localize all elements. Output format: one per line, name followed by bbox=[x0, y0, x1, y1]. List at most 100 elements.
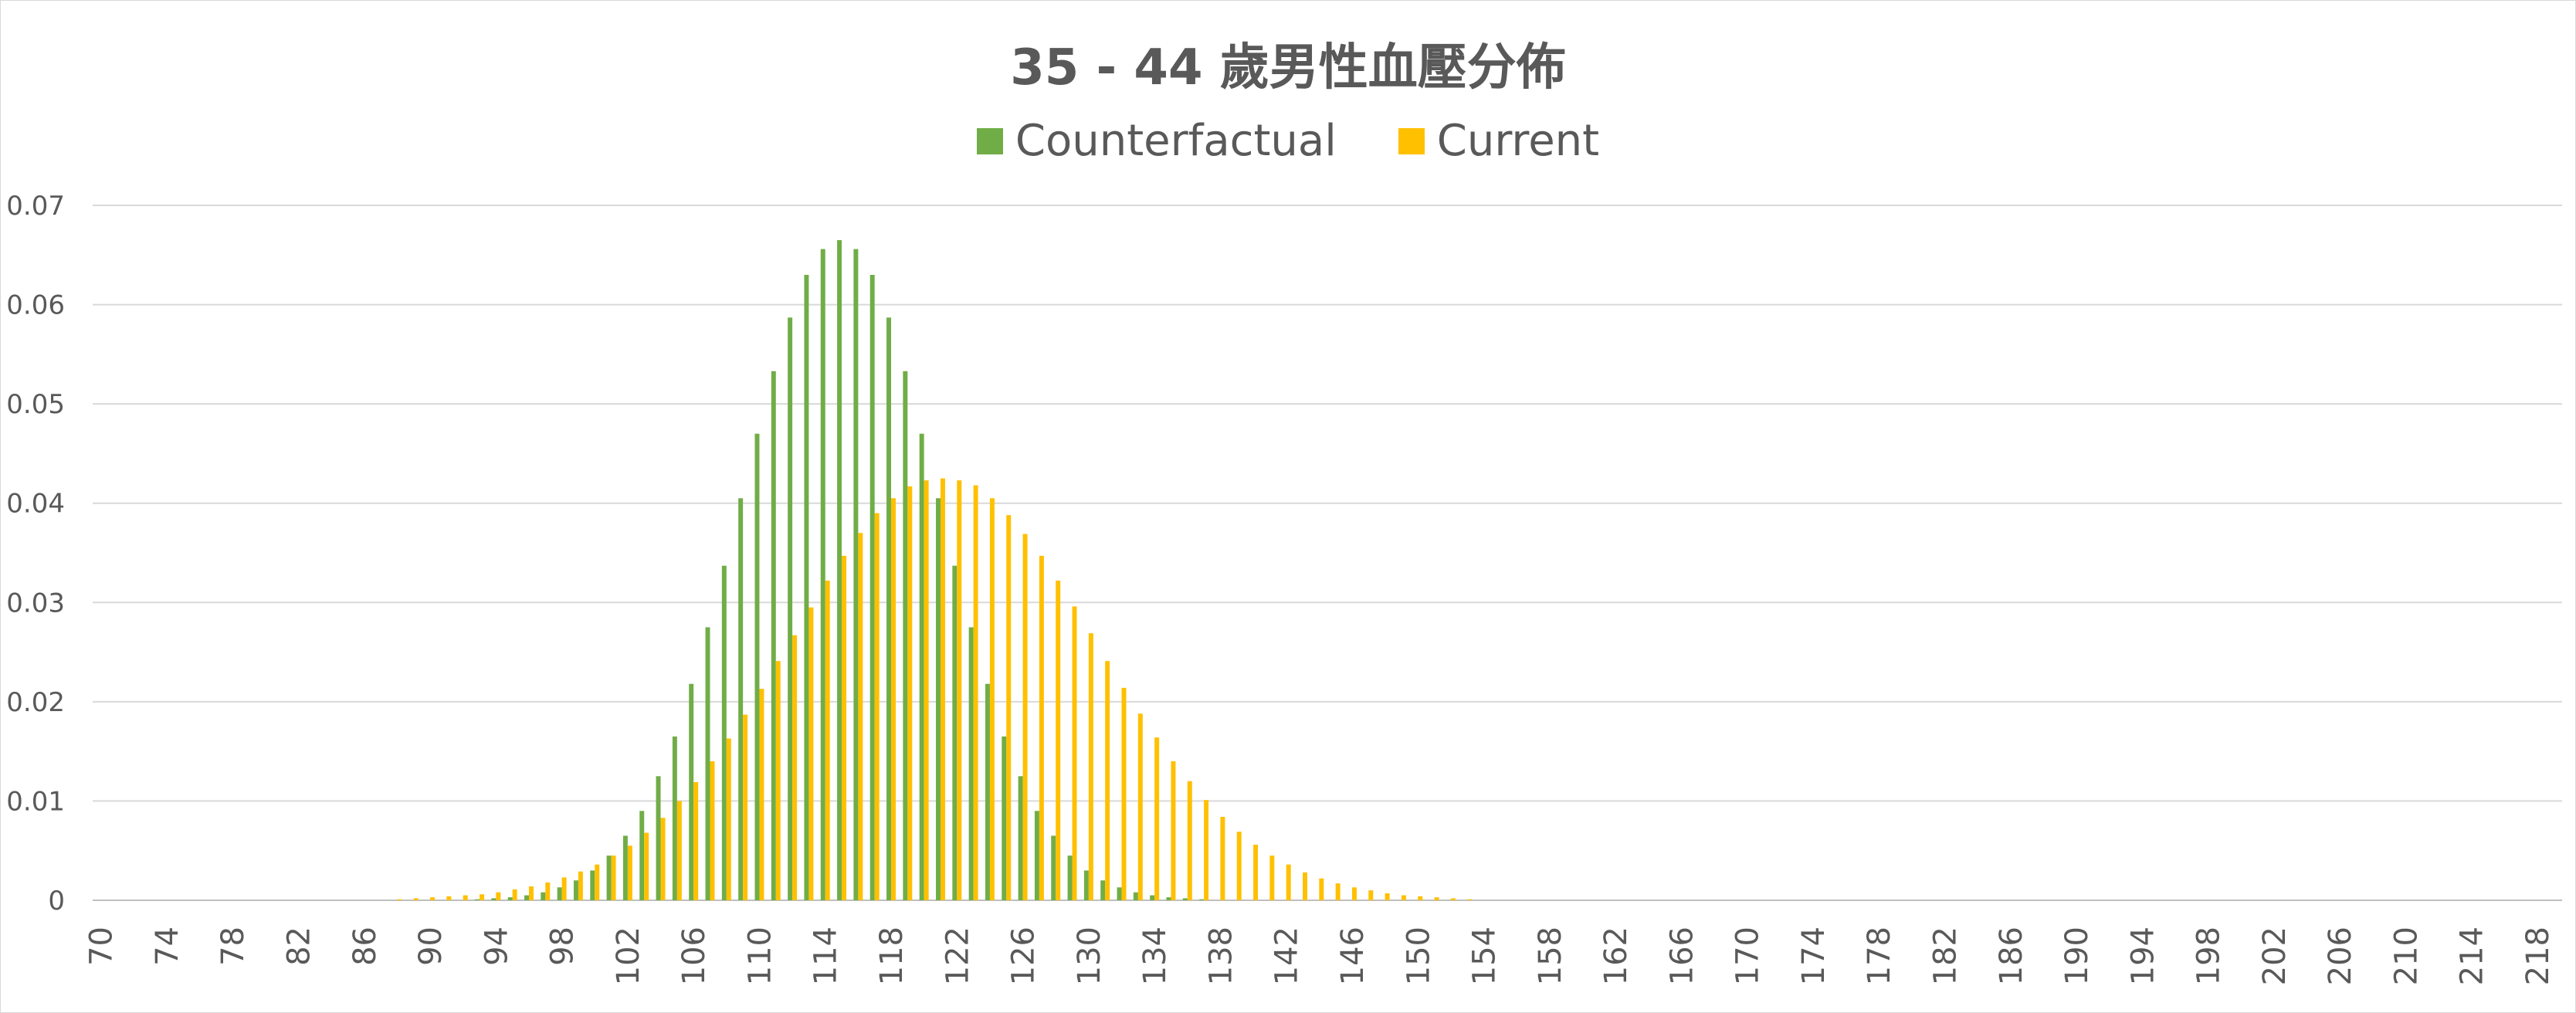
x-tick-label: 118 bbox=[874, 927, 910, 985]
bar-counterfactual-126 bbox=[1018, 776, 1023, 900]
bar-current-152 bbox=[1450, 898, 1456, 900]
bar-current-120 bbox=[924, 480, 929, 900]
x-tick-label: 122 bbox=[940, 927, 975, 985]
bar-counterfactual-98 bbox=[557, 887, 562, 900]
x-tick-label: 142 bbox=[1269, 927, 1305, 985]
bar-current-129 bbox=[1072, 606, 1077, 900]
bar-current-116 bbox=[858, 533, 863, 900]
bar-current-119 bbox=[907, 486, 913, 900]
x-tick-label: 194 bbox=[2125, 927, 2161, 985]
x-tick-label: 190 bbox=[2059, 927, 2095, 985]
bar-counterfactual-121 bbox=[936, 498, 941, 900]
bar-counterfactual-117 bbox=[869, 275, 875, 900]
bar-current-131 bbox=[1105, 661, 1110, 900]
bar-current-150 bbox=[1418, 896, 1423, 900]
bar-current-144 bbox=[1319, 878, 1324, 900]
bar-counterfactual-107 bbox=[705, 627, 710, 900]
legend-item-counterfactual: Counterfactual bbox=[976, 116, 1337, 166]
bar-counterfactual-112 bbox=[788, 317, 793, 900]
bar-current-136 bbox=[1187, 781, 1192, 900]
bar-current-123 bbox=[973, 485, 978, 900]
bar-current-135 bbox=[1171, 761, 1176, 900]
bar-current-126 bbox=[1022, 534, 1028, 900]
bar-current-132 bbox=[1121, 687, 1127, 900]
x-tick-label: 178 bbox=[1862, 927, 1897, 985]
y-tick-label: 0.05 bbox=[6, 389, 65, 420]
bar-current-107 bbox=[710, 761, 715, 900]
x-tick-label: 182 bbox=[1928, 927, 1964, 985]
x-tick-label: 134 bbox=[1137, 927, 1173, 985]
bar-counterfactual-132 bbox=[1117, 887, 1122, 900]
bar-counterfactual-116 bbox=[853, 249, 859, 900]
bar-current-102 bbox=[627, 845, 632, 900]
x-tick-label: 86 bbox=[347, 927, 383, 966]
bar-counterfactual-95 bbox=[507, 897, 513, 900]
x-tick-label: 186 bbox=[1994, 927, 2029, 985]
bar-current-101 bbox=[611, 855, 616, 900]
bar-current-89 bbox=[413, 898, 419, 900]
bar-current-106 bbox=[693, 782, 699, 900]
bar-current-100 bbox=[595, 864, 600, 900]
bar-counterfactual-133 bbox=[1133, 892, 1138, 900]
y-tick-label: 0.02 bbox=[6, 687, 65, 718]
bar-counterfactual-130 bbox=[1083, 870, 1089, 900]
x-tick-label: 174 bbox=[1796, 927, 1832, 985]
y-tick-label: 0.01 bbox=[6, 786, 65, 817]
x-tick-label: 106 bbox=[676, 927, 712, 985]
x-tick-label: 150 bbox=[1401, 927, 1436, 985]
bar-current-143 bbox=[1303, 872, 1307, 900]
bar-current-104 bbox=[660, 818, 666, 900]
bar-counterfactual-122 bbox=[952, 565, 958, 900]
bar-counterfactual-104 bbox=[656, 776, 661, 900]
x-tick-label: 78 bbox=[215, 927, 251, 966]
bar-current-151 bbox=[1434, 897, 1439, 900]
bar-counterfactual-124 bbox=[985, 683, 990, 900]
x-tick-label: 166 bbox=[1664, 927, 1700, 985]
bar-counterfactual-135 bbox=[1166, 897, 1171, 900]
bar-counterfactual-134 bbox=[1150, 895, 1155, 900]
bar-current-93 bbox=[480, 894, 484, 900]
bar-current-103 bbox=[644, 832, 649, 900]
y-tick-label: 0.06 bbox=[6, 290, 65, 321]
x-tick-label: 146 bbox=[1335, 927, 1371, 985]
bar-counterfactual-127 bbox=[1034, 811, 1039, 900]
bar-current-117 bbox=[874, 513, 880, 900]
bar-current-125 bbox=[1006, 515, 1012, 900]
x-tick-label: 214 bbox=[2455, 927, 2490, 985]
bar-current-99 bbox=[578, 871, 583, 900]
x-tick-label: 74 bbox=[150, 927, 185, 966]
legend-swatch-current bbox=[1398, 127, 1425, 154]
bar-current-124 bbox=[989, 498, 995, 900]
bar-current-139 bbox=[1236, 832, 1242, 900]
bar-current-96 bbox=[528, 886, 534, 900]
x-tick-label: 110 bbox=[742, 927, 778, 985]
x-tick-label: 82 bbox=[282, 927, 317, 966]
x-tick-label: 130 bbox=[1072, 927, 1107, 985]
bar-current-105 bbox=[676, 801, 682, 900]
bar-current-137 bbox=[1204, 800, 1209, 900]
bar-current-140 bbox=[1253, 845, 1259, 900]
bar-current-128 bbox=[1056, 581, 1061, 900]
bar-counterfactual-100 bbox=[590, 870, 595, 900]
x-tick-label: 206 bbox=[2323, 927, 2358, 985]
bar-counterfactual-96 bbox=[524, 895, 529, 900]
bar-counterfactual-97 bbox=[541, 892, 546, 900]
x-tick-label: 158 bbox=[1533, 927, 1568, 985]
legend-swatch-counterfactual bbox=[976, 127, 1003, 154]
bar-counterfactual-131 bbox=[1100, 880, 1106, 900]
bar-current-109 bbox=[743, 714, 748, 900]
x-tick-label: 162 bbox=[1598, 927, 1634, 985]
x-tick-label: 102 bbox=[611, 927, 646, 985]
y-tick-label: 0.07 bbox=[6, 191, 65, 222]
y-tick-label: 0.04 bbox=[6, 489, 65, 520]
bar-current-113 bbox=[808, 607, 814, 900]
bar-current-108 bbox=[726, 738, 731, 900]
legend: Counterfactual Current bbox=[0, 116, 2576, 166]
bar-counterfactual-94 bbox=[491, 898, 497, 900]
x-tick-label: 198 bbox=[2191, 927, 2227, 985]
bar-current-122 bbox=[957, 480, 962, 900]
bar-current-114 bbox=[825, 581, 830, 900]
bar-current-138 bbox=[1220, 817, 1225, 900]
